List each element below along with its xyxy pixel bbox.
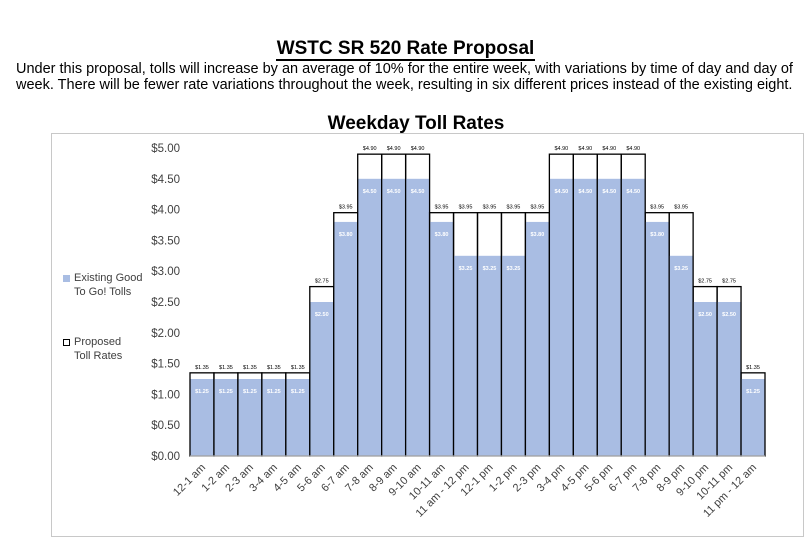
proposed-data-label: $4.90 xyxy=(602,146,616,152)
existing-bar xyxy=(549,178,574,457)
existing-data-label: $1.25 xyxy=(267,389,281,395)
y-tick-label: $0.00 xyxy=(151,451,180,463)
page-title: WSTC SR 520 Rate Proposal xyxy=(0,38,811,61)
existing-data-label: $1.25 xyxy=(243,389,257,395)
existing-bar xyxy=(285,379,310,456)
existing-bar xyxy=(429,221,454,456)
proposed-data-label: $1.35 xyxy=(291,365,305,371)
proposed-data-label: $3.95 xyxy=(674,205,688,211)
proposed-data-label: $1.35 xyxy=(746,365,760,371)
existing-bar xyxy=(573,178,598,457)
existing-bar xyxy=(717,302,742,456)
existing-bar xyxy=(213,379,238,456)
proposed-data-label: $3.95 xyxy=(459,205,473,211)
existing-bar xyxy=(621,178,646,457)
existing-data-label: $4.50 xyxy=(626,189,640,195)
existing-data-label: $3.80 xyxy=(531,232,545,238)
existing-data-label: $3.80 xyxy=(339,232,353,238)
existing-data-label: $4.50 xyxy=(411,189,425,195)
proposed-data-label: $3.95 xyxy=(507,205,521,211)
y-tick-label: $3.50 xyxy=(151,235,180,247)
existing-data-label: $4.50 xyxy=(363,189,377,195)
proposed-data-label: $3.95 xyxy=(339,205,353,211)
proposed-data-label: $2.75 xyxy=(722,279,736,285)
existing-data-label: $3.25 xyxy=(507,266,521,272)
existing-bar xyxy=(477,255,502,456)
legend-proposed-label: Proposed Toll Rates xyxy=(74,336,123,362)
y-tick-label: $1.00 xyxy=(151,389,180,401)
y-tick-label: $3.00 xyxy=(151,266,180,278)
existing-data-label: $3.25 xyxy=(459,266,473,272)
legend-existing-swatch xyxy=(63,275,70,282)
existing-data-label: $1.25 xyxy=(219,389,233,395)
existing-data-label: $4.50 xyxy=(387,189,401,195)
existing-bar xyxy=(190,379,214,456)
existing-bar xyxy=(693,302,718,456)
existing-data-label: $3.80 xyxy=(650,232,664,238)
chart-frame xyxy=(51,133,804,537)
y-tick-label: $2.50 xyxy=(151,297,180,309)
y-tick-label: $4.00 xyxy=(151,205,180,217)
y-tick-label: $5.00 xyxy=(151,143,180,155)
existing-bar xyxy=(237,379,262,456)
proposed-data-label: $3.95 xyxy=(650,205,664,211)
existing-data-label: $2.50 xyxy=(722,312,736,318)
existing-bar xyxy=(501,255,526,456)
legend-proposed-swatch xyxy=(63,339,70,346)
existing-data-label: $3.25 xyxy=(483,266,497,272)
existing-data-label: $1.25 xyxy=(291,389,305,395)
existing-data-label: $4.50 xyxy=(602,189,616,195)
existing-data-label: $4.50 xyxy=(578,189,592,195)
y-tick-label: $1.50 xyxy=(151,359,180,371)
existing-data-label: $3.25 xyxy=(674,266,688,272)
existing-bar xyxy=(741,379,765,456)
legend-proposed: Proposed Toll Rates xyxy=(63,335,134,363)
existing-data-label: $2.50 xyxy=(315,312,329,318)
existing-bar xyxy=(669,255,694,456)
existing-data-label: $3.80 xyxy=(435,232,449,238)
existing-bar xyxy=(333,221,358,456)
proposed-data-label: $3.95 xyxy=(483,205,497,211)
proposed-data-label: $4.90 xyxy=(626,146,640,152)
proposed-data-label: $4.90 xyxy=(411,146,425,152)
existing-bar xyxy=(381,178,406,457)
legend-existing: Existing Good To Go! Tolls xyxy=(63,271,156,299)
existing-data-label: $4.50 xyxy=(554,189,568,195)
proposed-data-label: $4.90 xyxy=(387,146,401,152)
intro-paragraph: Under this proposal, tolls will increase… xyxy=(16,61,793,93)
proposed-data-label: $4.90 xyxy=(578,146,592,152)
existing-data-label: $2.50 xyxy=(698,312,712,318)
proposed-data-label: $1.35 xyxy=(243,365,257,371)
existing-data-label: $1.25 xyxy=(746,389,760,395)
y-tick-label: $2.00 xyxy=(151,328,180,340)
proposed-data-label: $4.90 xyxy=(363,146,377,152)
existing-bar xyxy=(309,302,334,456)
proposed-data-label: $3.95 xyxy=(435,205,449,211)
existing-bar xyxy=(453,255,478,456)
proposed-data-label: $3.95 xyxy=(531,205,545,211)
existing-bar xyxy=(525,221,550,456)
existing-bar xyxy=(405,178,430,457)
proposed-data-label: $1.35 xyxy=(219,365,233,371)
proposed-data-label: $4.90 xyxy=(554,146,568,152)
y-tick-label: $0.50 xyxy=(151,420,180,432)
existing-bar xyxy=(357,178,382,457)
proposed-data-label: $2.75 xyxy=(315,279,329,285)
existing-data-label: $1.25 xyxy=(195,389,209,395)
proposed-data-label: $2.75 xyxy=(698,279,712,285)
proposed-data-label: $1.35 xyxy=(195,365,209,371)
existing-bar xyxy=(597,178,622,457)
existing-bar xyxy=(261,379,286,456)
page-title-text: WSTC SR 520 Rate Proposal xyxy=(275,38,536,61)
existing-bar xyxy=(645,221,670,456)
proposed-data-label: $1.35 xyxy=(267,365,281,371)
chart-title: Weekday Toll Rates xyxy=(327,113,505,134)
legend-existing-label: Existing Good To Go! Tolls xyxy=(74,272,143,298)
x-tick-label: 12-1 am xyxy=(171,462,208,499)
y-tick-label: $4.50 xyxy=(151,174,180,186)
